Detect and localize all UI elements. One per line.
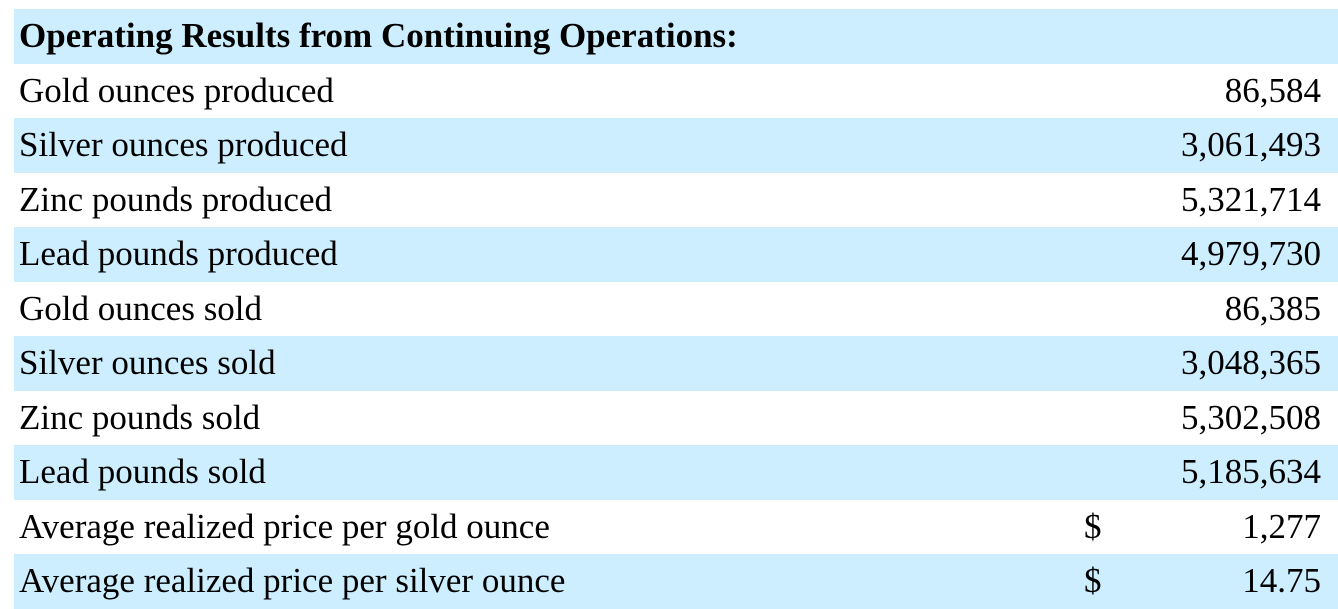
row-currency: $ <box>1084 561 1102 601</box>
table-row: Zinc pounds sold 5,302,508 <box>14 390 1338 445</box>
row-value: 3,061,493 <box>1181 125 1321 165</box>
table-row: Lead pounds sold 5,185,634 <box>14 445 1338 500</box>
table-row: Gold ounces produced 86,584 <box>14 63 1338 118</box>
row-label: Silver ounces produced <box>19 125 348 165</box>
table-row: Average realized price per gold ounce $ … <box>14 499 1338 554</box>
row-value: 14.75 <box>1242 561 1321 601</box>
row-value: 86,385 <box>1224 288 1321 328</box>
row-value: 5,302,508 <box>1181 397 1321 437</box>
row-label: Lead pounds sold <box>19 452 266 492</box>
row-value: 5,321,714 <box>1181 179 1321 219</box>
table-row: Silver ounces produced 3,061,493 <box>14 118 1338 173</box>
row-currency: $ <box>1084 506 1102 546</box>
row-value: 3,048,365 <box>1181 343 1321 383</box>
table-row: Silver ounces sold 3,048,365 <box>14 336 1338 391</box>
row-label: Average realized price per gold ounce <box>19 506 550 546</box>
table-title: Operating Results from Continuing Operat… <box>19 16 738 56</box>
row-value: 5,185,634 <box>1181 452 1321 492</box>
row-label: Zinc pounds sold <box>19 397 261 437</box>
row-label: Zinc pounds produced <box>19 179 332 219</box>
table-row: Lead pounds produced 4,979,730 <box>14 227 1338 282</box>
row-label: Lead pounds produced <box>19 234 338 274</box>
row-value: 1,277 <box>1242 506 1321 546</box>
row-label: Gold ounces sold <box>19 288 263 328</box>
table-row: Zinc pounds produced 5,321,714 <box>14 172 1338 227</box>
row-value: 4,979,730 <box>1181 234 1321 274</box>
operating-results-table: Operating Results from Continuing Operat… <box>14 9 1338 609</box>
row-label: Silver ounces sold <box>19 343 276 383</box>
row-label: Gold ounces produced <box>19 70 334 110</box>
row-value: 86,584 <box>1224 70 1321 110</box>
row-label: Average realized price per silver ounce <box>19 561 566 601</box>
table-row: Average realized price per silver ounce … <box>14 554 1338 609</box>
table-row: Gold ounces sold 86,385 <box>14 281 1338 336</box>
table-header-row: Operating Results from Continuing Operat… <box>14 9 1338 64</box>
